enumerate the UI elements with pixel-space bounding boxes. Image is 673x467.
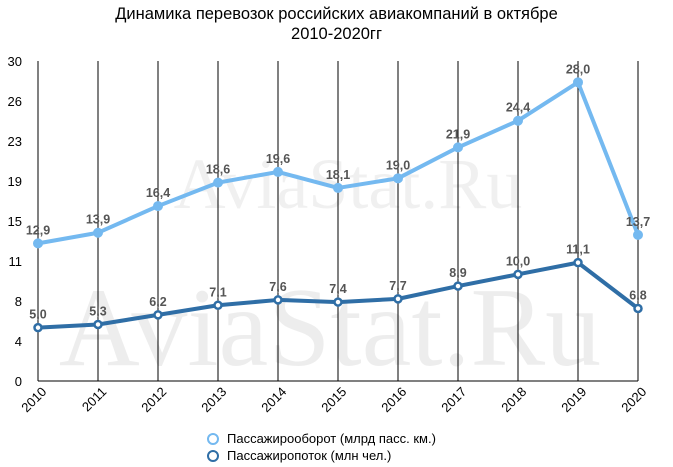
data-label: 7,4 bbox=[329, 282, 346, 296]
x-tick-label: 2013 bbox=[198, 384, 229, 415]
x-tick-label: 2020 bbox=[618, 384, 649, 415]
x-tick-label: 2018 bbox=[498, 384, 529, 415]
data-point bbox=[393, 173, 403, 184]
data-point bbox=[273, 295, 283, 305]
data-point bbox=[93, 227, 103, 238]
data-point bbox=[33, 322, 43, 333]
x-tick-label: 2014 bbox=[258, 384, 289, 415]
y-tick-label: 8 bbox=[15, 294, 22, 309]
data-point bbox=[393, 294, 403, 304]
x-tick-label: 2010 bbox=[18, 384, 49, 415]
data-label: 10,0 bbox=[506, 254, 530, 268]
y-tick-label: 19 bbox=[8, 174, 22, 189]
data-label: 5,3 bbox=[89, 304, 106, 318]
legend-label-passenger-traffic: Пассажиропоток (млн чел.) bbox=[227, 448, 392, 463]
data-point bbox=[453, 142, 463, 153]
data-point bbox=[213, 177, 223, 188]
legend-marker-dark bbox=[207, 449, 219, 462]
legend-marker-light bbox=[207, 432, 219, 445]
data-point bbox=[333, 297, 343, 307]
x-tick-label: 2011 bbox=[79, 384, 109, 414]
data-label: 12,9 bbox=[26, 223, 50, 237]
data-point bbox=[213, 300, 223, 311]
legend: Пассажирооборот (млрд пасс. км.) Пассажи… bbox=[207, 430, 436, 464]
data-point bbox=[333, 182, 343, 193]
data-point bbox=[573, 257, 583, 268]
chart-title-line2: 2010-2020гг bbox=[291, 25, 382, 43]
data-label: 19,0 bbox=[386, 158, 410, 172]
data-point bbox=[153, 201, 163, 212]
x-tick-label: 2015 bbox=[318, 384, 349, 415]
data-point bbox=[513, 115, 523, 126]
data-label: 8,9 bbox=[449, 266, 466, 280]
data-point bbox=[573, 77, 583, 88]
legend-item-passenger-traffic: Пассажиропоток (млн чел.) bbox=[207, 447, 436, 464]
data-label: 7,1 bbox=[209, 285, 226, 299]
legend-item-passenger-turnover: Пассажирооборот (млрд пасс. км.) bbox=[207, 430, 436, 447]
data-label: 7,7 bbox=[389, 279, 406, 293]
data-label: 21,9 bbox=[446, 127, 470, 141]
data-label: 18,1 bbox=[326, 168, 350, 182]
y-tick-label: 0 bbox=[15, 374, 22, 389]
x-tick-label: 2012 bbox=[138, 384, 169, 415]
x-tick-label: 2019 bbox=[558, 384, 589, 415]
data-label: 28,0 bbox=[566, 62, 590, 76]
data-point bbox=[153, 310, 163, 320]
data-label: 13,7 bbox=[626, 215, 650, 229]
data-label: 7,6 bbox=[269, 280, 286, 294]
y-tick-label: 30 bbox=[8, 54, 22, 69]
data-point bbox=[633, 303, 643, 314]
data-label: 6,2 bbox=[149, 295, 166, 309]
data-point bbox=[33, 238, 43, 249]
legend-label-passenger-turnover: Пассажирооборот (млрд пасс. км.) bbox=[227, 431, 436, 446]
data-label: 13,9 bbox=[86, 213, 110, 227]
data-label: 24,4 bbox=[506, 101, 530, 115]
chart-title: Динамика перевозок российских авиакомпан… bbox=[0, 4, 673, 44]
y-tick-label: 4 bbox=[15, 334, 22, 349]
y-tick-label: 23 bbox=[8, 134, 22, 149]
data-point bbox=[513, 269, 523, 280]
x-tick-label: 2016 bbox=[378, 384, 409, 415]
data-label: 11,1 bbox=[566, 243, 590, 257]
data-label: 6,8 bbox=[629, 288, 646, 302]
y-tick-label: 26 bbox=[8, 94, 22, 109]
data-point bbox=[633, 229, 643, 240]
x-tick-label: 2017 bbox=[438, 384, 469, 415]
data-label: 18,6 bbox=[206, 163, 230, 177]
y-tick-label: 15 bbox=[8, 214, 22, 229]
y-tick-label: 11 bbox=[9, 254, 23, 269]
data-point bbox=[453, 281, 463, 291]
data-point bbox=[93, 319, 103, 330]
data-label: 19,6 bbox=[266, 152, 290, 166]
data-label: 5,0 bbox=[29, 308, 46, 322]
data-label: 16,4 bbox=[146, 186, 170, 200]
data-point bbox=[273, 166, 283, 177]
chart-title-line1: Динамика перевозок российских авиакомпан… bbox=[115, 5, 558, 23]
